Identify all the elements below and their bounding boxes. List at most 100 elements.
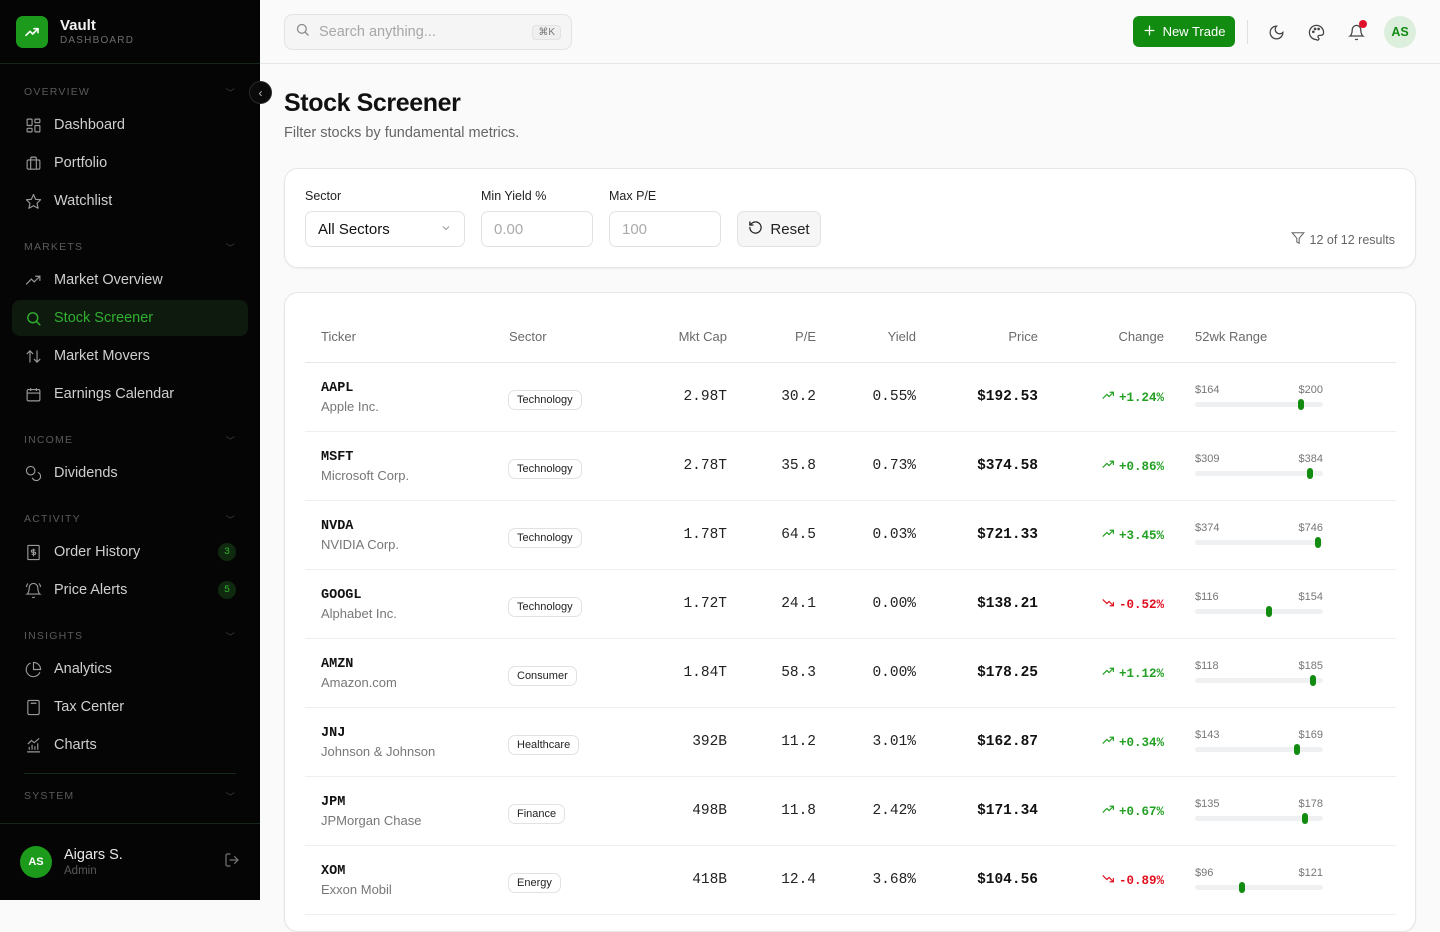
count-badge: 3 [218, 543, 236, 561]
user-profile[interactable]: AS Aigars S. Admin [0, 823, 260, 900]
table-row[interactable]: NVDA NVIDIA Corp. Technology 1.78T 64.5 0.03%… [305, 501, 1396, 570]
section-header-system[interactable]: SYSTEM ﹀ [12, 786, 248, 806]
divider [24, 773, 236, 774]
pe-ratio: 64.5 [781, 527, 816, 543]
sidebar-item-portfolio[interactable]: Portfolio [12, 145, 248, 181]
range-low: $118 [1195, 660, 1219, 672]
table-row[interactable]: AAPL Apple Inc. Technology 2.98T 30.2 0.55% $1… [305, 363, 1396, 432]
price: $374.58 [977, 458, 1038, 474]
52wk-range: $143 $169 [1195, 729, 1323, 755]
chevron-down-icon: ﹀ [225, 514, 236, 525]
reset-button[interactable]: Reset [737, 211, 821, 247]
market-cap: 1.84T [683, 665, 727, 681]
bell-ring-icon [24, 581, 42, 599]
chevron-down-icon: ﹀ [225, 242, 236, 253]
sector-value: All Sectors [318, 220, 390, 238]
column-header-ticker[interactable]: Ticker [321, 329, 356, 344]
sidebar-item-charts[interactable]: Charts [12, 727, 248, 763]
sidebar-item-label: Watchlist [54, 193, 113, 209]
dividend-yield: 0.55% [872, 389, 916, 405]
brand-subtitle: DASHBOARD [60, 34, 135, 46]
column-header-price[interactable]: Price [1008, 329, 1038, 344]
brand[interactable]: Vault DASHBOARD [0, 0, 260, 64]
new-trade-button[interactable]: New Trade [1133, 16, 1235, 47]
section-header-income[interactable]: INCOME ﹀ [12, 430, 248, 450]
range-low: $309 [1195, 453, 1220, 465]
ticker: MSFT [321, 450, 354, 465]
52wk-range: $118 $185 [1195, 660, 1323, 686]
count-badge: 5 [218, 581, 236, 599]
pie-chart-icon [24, 660, 42, 678]
trending-up-icon [24, 271, 42, 289]
max-pe-input[interactable]: 100 [609, 211, 721, 247]
min-yield-input[interactable]: 0.00 [481, 211, 593, 247]
change-value: +0.86% [1118, 459, 1164, 474]
table-row[interactable]: GOOGL Alphabet Inc. Technology 1.72T 24.1 0.0… [305, 570, 1396, 639]
plus-icon [1143, 24, 1156, 40]
range-marker [1239, 882, 1246, 893]
sidebar-item-earnings-calendar[interactable]: Earnings Calendar [12, 376, 248, 412]
column-header-yield[interactable]: Yield [887, 329, 916, 344]
column-header-pe[interactable]: P/E [795, 329, 816, 344]
sidebar-item-order-history[interactable]: Order History 3 [12, 534, 248, 570]
sidebar-item-market-overview[interactable]: Market Overview [12, 262, 248, 298]
range-marker [1298, 399, 1305, 410]
logout-icon[interactable] [224, 852, 240, 873]
stocks-table: Ticker Sector Mkt Cap P/E Yield Price Ch… [284, 292, 1416, 932]
pe-ratio: 11.2 [781, 734, 816, 750]
52wk-range: $135 $178 [1195, 798, 1323, 824]
moon-icon[interactable] [1266, 22, 1286, 42]
section-header-overview[interactable]: OVERVIEW ﹀ [12, 82, 248, 102]
sidebar-item-label: Portfolio [54, 155, 108, 171]
range-marker [1294, 744, 1301, 755]
range-bar [1195, 813, 1323, 824]
sidebar-item-watchlist[interactable]: Watchlist [12, 183, 248, 219]
sidebar-item-tax-center[interactable]: Tax Center [12, 689, 248, 725]
trending-up-icon [1102, 734, 1115, 751]
range-high: $384 [1298, 453, 1323, 465]
collapse-sidebar-button[interactable]: ‹ [249, 81, 272, 104]
range-bar [1195, 468, 1323, 479]
table-row[interactable]: XOM Exxon Mobil Energy 418B 12.4 3.68% $104.56… [305, 846, 1396, 915]
sector-badge: Technology [508, 390, 582, 410]
market-cap: 2.78T [683, 458, 727, 474]
change: +0.67% [1102, 803, 1164, 820]
search-input[interactable]: Search anything... ⌘K [284, 14, 572, 50]
column-header-mkt-cap[interactable]: Mkt Cap [678, 329, 727, 344]
bell-icon[interactable] [1346, 20, 1367, 42]
divider [1247, 20, 1248, 44]
sector-select[interactable]: All Sectors [305, 211, 465, 247]
sidebar-item-label: Price Alerts [54, 582, 128, 598]
notification-dot [1359, 20, 1367, 28]
market-cap: 392B [692, 734, 727, 750]
range-marker [1314, 537, 1321, 548]
column-header-52wk-range[interactable]: 52wk Range [1195, 329, 1268, 344]
section-title: INCOME [24, 434, 74, 446]
star-icon [24, 192, 42, 210]
section-header-markets[interactable]: MARKETS ﹀ [12, 237, 248, 257]
sidebar-item-analytics[interactable]: Analytics [12, 651, 248, 687]
range-bar [1195, 537, 1323, 548]
avatar: AS [20, 846, 52, 878]
avatar[interactable]: AS [1384, 16, 1416, 48]
table-row[interactable]: AMZN Amazon.com Consumer 1.84T 58.3 0.00% $178… [305, 639, 1396, 708]
table-row[interactable]: JNJ Johnson & Johnson Healthcare 392B 11.2 3.… [305, 708, 1396, 777]
section-header-activity[interactable]: ACTIVITY ﹀ [12, 509, 248, 529]
sidebar-item-label: Stock Screener [54, 310, 154, 326]
market-cap: 1.72T [683, 596, 727, 612]
column-header-change[interactable]: Change [1118, 329, 1164, 344]
sidebar-item-dividends[interactable]: Dividends [12, 455, 248, 491]
table-row[interactable]: MSFT Microsoft Corp. Technology 2.78T 35.8 0.… [305, 432, 1396, 501]
section-header-insights[interactable]: INSIGHTS ﹀ [12, 626, 248, 646]
sidebar-item-dashboard[interactable]: Dashboard [12, 107, 248, 143]
table-row[interactable]: JPM JPMorgan Chase Finance 498B 11.8 2.42% $17… [305, 777, 1396, 846]
52wk-range: $374 $746 [1195, 522, 1323, 548]
new-trade-label: New Trade [1162, 24, 1226, 39]
change: +1.24% [1102, 389, 1164, 406]
sidebar-item-stock-screener[interactable]: Stock Screener [12, 300, 248, 336]
pe-ratio: 35.8 [781, 458, 816, 474]
sidebar-item-market-movers[interactable]: Market Movers [12, 338, 248, 374]
column-header-sector[interactable]: Sector [509, 329, 547, 344]
sidebar-item-price-alerts[interactable]: Price Alerts 5 [12, 572, 248, 608]
palette-icon[interactable] [1306, 22, 1326, 42]
